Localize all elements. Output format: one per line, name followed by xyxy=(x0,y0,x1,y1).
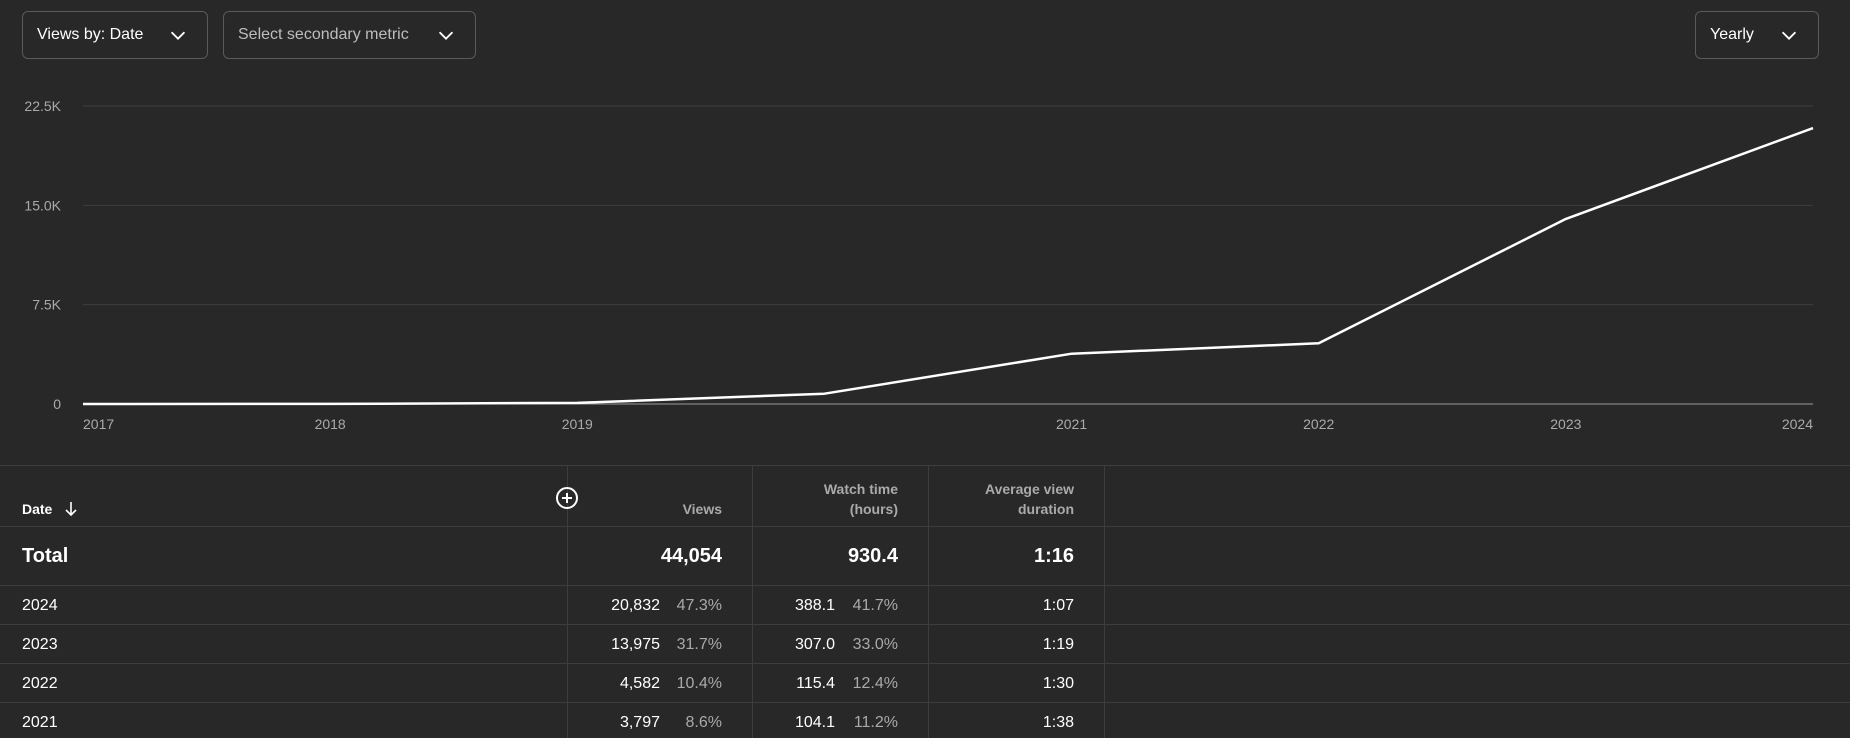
row-date: 2021 xyxy=(22,714,58,731)
column-divider xyxy=(1104,465,1105,738)
x-tick-label: 2019 xyxy=(562,416,593,432)
x-tick-label: 2023 xyxy=(1550,416,1581,432)
total-views: 44,054 xyxy=(660,545,722,567)
avg-view-duration-column-header[interactable]: Average view duration xyxy=(935,479,1074,519)
row-date: 2022 xyxy=(22,675,58,692)
period-label: Yearly xyxy=(1710,26,1754,43)
table-divider xyxy=(0,624,1850,625)
x-tick-label: 2024 xyxy=(1782,416,1813,432)
avg-duration-header-line2: duration xyxy=(1018,501,1074,517)
views-by-label: Views by: Date xyxy=(37,26,144,43)
secondary-metric-label: Select secondary metric xyxy=(238,26,409,43)
row-views: 13,975 xyxy=(611,636,660,653)
views-line-chart: 22.5K 15.0K 7.5K 0 2017 2018 2019 2021 2022 2023 2… xyxy=(24,98,1814,432)
y-tick-label: 22.5K xyxy=(24,98,61,114)
chevron-down-icon xyxy=(438,31,454,40)
x-tick-label: 2018 xyxy=(315,416,346,432)
row-watch-time-pct: 33.0% xyxy=(852,636,898,653)
watch-time-column-header[interactable]: Watch time (hours) xyxy=(760,479,898,519)
views-header-label: Views xyxy=(682,501,722,517)
column-divider xyxy=(567,465,568,738)
secondary-metric-dropdown[interactable]: Select secondary metric xyxy=(223,11,476,59)
x-tick-label: 2022 xyxy=(1303,416,1334,432)
avg-duration-header-line1: Average view xyxy=(985,481,1074,497)
date-column-header[interactable]: Date xyxy=(22,499,78,519)
row-avg-duration: 1:30 xyxy=(1042,675,1074,692)
chevron-down-icon xyxy=(1781,31,1797,40)
column-divider xyxy=(928,465,929,738)
row-avg-duration: 1:38 xyxy=(1042,714,1074,731)
period-dropdown[interactable]: Yearly xyxy=(1695,11,1819,59)
y-tick-label: 15.0K xyxy=(24,197,61,213)
row-views-pct: 31.7% xyxy=(676,636,722,653)
x-tick-label: 2017 xyxy=(83,416,114,432)
row-watch-time-pct: 11.2% xyxy=(853,714,898,731)
views-column-header[interactable]: Views xyxy=(600,499,722,519)
y-tick-label: 7.5K xyxy=(32,297,61,313)
table-divider xyxy=(0,526,1850,527)
row-watch-time: 307.0 xyxy=(794,636,835,653)
views-by-dropdown[interactable]: Views by: Date xyxy=(22,11,208,59)
table-divider xyxy=(0,702,1850,703)
row-views-pct: 47.3% xyxy=(676,597,722,614)
x-tick-label: 2021 xyxy=(1056,416,1087,432)
table-divider xyxy=(0,663,1850,664)
table-divider xyxy=(0,465,1850,466)
table-divider xyxy=(0,585,1850,586)
column-divider xyxy=(752,465,753,738)
total-label: Total xyxy=(22,545,69,567)
date-header-label: Date xyxy=(22,501,53,517)
row-views: 20,832 xyxy=(611,597,660,614)
add-column-icon[interactable] xyxy=(556,487,578,509)
total-watch-time: 930.4 xyxy=(847,545,898,567)
row-avg-duration: 1:07 xyxy=(1042,597,1074,614)
row-watch-time-pct: 41.7% xyxy=(852,597,898,614)
watch-time-header-line1: Watch time xyxy=(823,481,898,497)
row-watch-time: 115.4 xyxy=(796,675,835,692)
row-watch-time: 104.1 xyxy=(794,714,835,731)
total-avg-duration: 1:16 xyxy=(1033,545,1074,567)
row-watch-time-pct: 12.4% xyxy=(852,675,898,692)
sort-arrow-down-icon xyxy=(65,502,77,517)
y-tick-label: 0 xyxy=(53,396,61,412)
chevron-down-icon xyxy=(170,31,186,40)
row-views: 4,582 xyxy=(619,675,660,692)
row-views: 3,797 xyxy=(619,714,660,731)
row-watch-time: 388.1 xyxy=(794,597,835,614)
row-avg-duration: 1:19 xyxy=(1042,636,1074,653)
row-date: 2024 xyxy=(22,597,58,614)
row-views-pct: 8.6% xyxy=(685,714,722,731)
row-date: 2023 xyxy=(22,636,58,653)
watch-time-header-line2: (hours) xyxy=(849,501,898,517)
row-views-pct: 10.4% xyxy=(676,675,722,692)
views-series-line xyxy=(82,126,1814,406)
